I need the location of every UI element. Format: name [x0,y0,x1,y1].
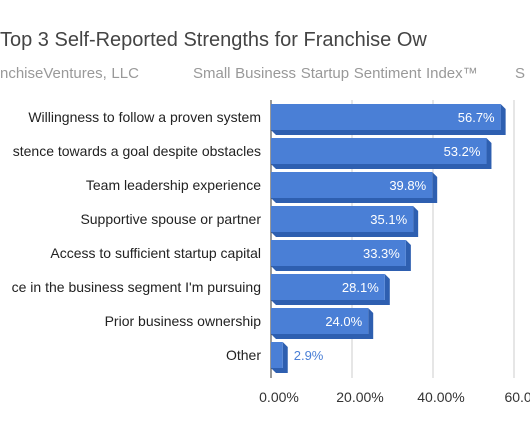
bar [271,342,283,368]
chart-title: Top 3 Self-Reported Strengths for Franch… [0,29,427,51]
subtitle-index: Small Business Startup Sentiment Index™ [193,65,478,82]
data-label: 24.0% [325,314,362,329]
data-label: 35.1% [370,212,407,227]
category-label: Supportive spouse or partner [80,211,261,227]
category-label: Willingness to follow a proven system [28,109,261,125]
x-tick-label: 60.00 [504,389,530,405]
x-tick-label: 20.00% [336,389,383,405]
bar [271,172,433,198]
data-label: 33.3% [363,246,400,261]
bar [271,104,501,130]
x-tick-label: 0.00% [259,389,299,405]
data-label: 53.2% [444,144,481,159]
bar [271,274,385,300]
data-label: 39.8% [389,178,426,193]
bar [271,206,414,232]
category-label: Access to sufficient startup capital [50,245,261,261]
bar-shadow [271,308,374,339]
bar-shadow [271,104,506,135]
data-label: 2.9% [294,348,324,363]
category-label: Other [226,347,261,363]
category-label: ce in the business segment I'm pursuing [12,279,261,295]
x-tick-label: 40.00% [417,389,464,405]
subtitle-extra: S [515,65,526,82]
bar-shadow [271,172,438,203]
bar [271,308,369,334]
bar-shadow [271,206,419,237]
bar-shadow [271,240,411,271]
category-label: Team leadership experience [86,177,261,193]
bar [271,240,406,266]
bar [271,138,487,164]
data-label: 56.7% [458,110,495,125]
subtitle-source: nchiseVentures, LLC [0,65,139,82]
category-label: stence towards a goal despite obstacles [13,143,261,159]
bar-shadow [271,342,288,373]
bar-shadow [271,138,492,169]
data-label: 28.1% [342,280,379,295]
category-label: Prior business ownership [105,313,262,329]
bar-shadow [271,274,390,305]
chart-subtitle: nchiseVentures, LLC Small Business Startu… [0,65,530,82]
